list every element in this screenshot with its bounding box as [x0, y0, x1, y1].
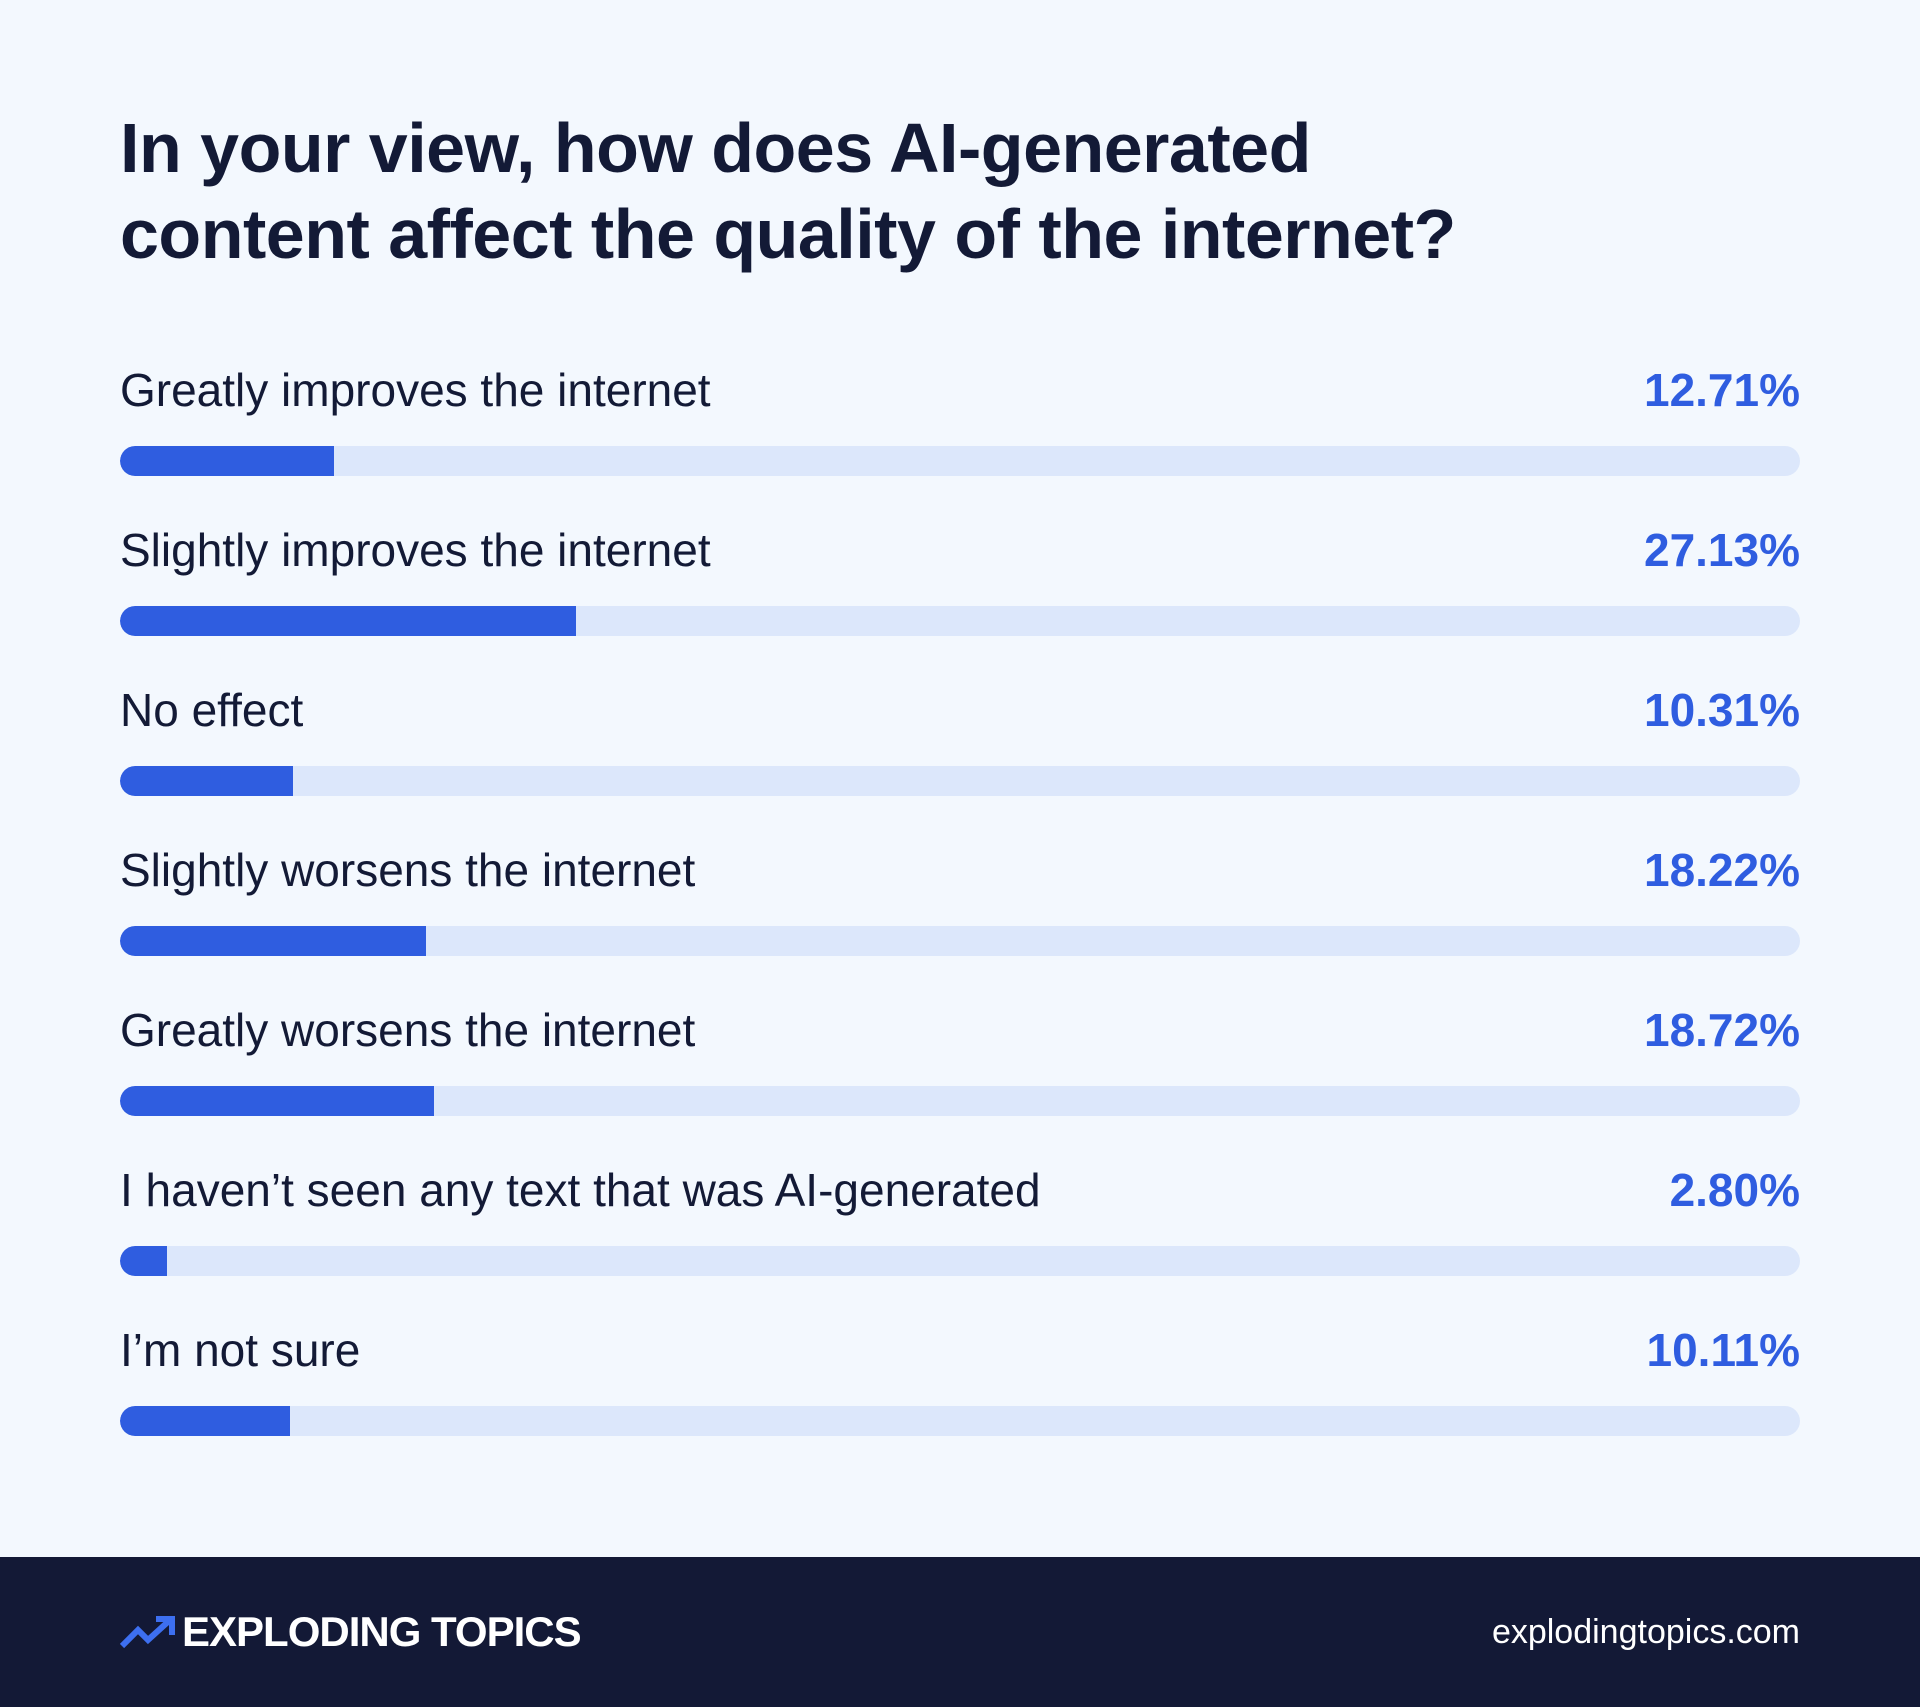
bar — [120, 1406, 290, 1436]
bar-label: I’m not sure — [120, 1324, 361, 1376]
bar-list: Greatly improves the internet 12.71% Sligh… — [120, 360, 1800, 1480]
bar-value-label: 2.80% — [1669, 1164, 1800, 1216]
chart-title-line-2: content affect the quality of the intern… — [120, 195, 1456, 273]
bar-label: I haven’t seen any text that was AI-gene… — [120, 1164, 1041, 1216]
bar-track — [120, 926, 1800, 956]
bar-track — [120, 1086, 1800, 1116]
bar-row: Greatly worsens the internet 18.72% — [120, 1000, 1800, 1160]
bar-value-label: 27.13% — [1643, 524, 1800, 576]
bar-track — [120, 766, 1800, 796]
bar-label: Greatly improves the internet — [120, 364, 711, 416]
bar-row: Greatly improves the internet 12.71% — [120, 360, 1800, 520]
bar-value-label: 18.72% — [1643, 1004, 1800, 1056]
bar-value-label: 10.11% — [1646, 1324, 1800, 1376]
bar — [120, 926, 427, 956]
bar — [120, 446, 334, 476]
bar-row: I haven’t seen any text that was AI-gene… — [120, 1160, 1800, 1320]
bar — [120, 606, 576, 636]
bar-label: Greatly worsens the internet — [120, 1004, 696, 1056]
site-url[interactable]: explodingtopics.com — [1491, 1613, 1800, 1651]
bar — [120, 1086, 435, 1116]
footer: EXPLODING TOPICS explodingtopics.com — [0, 1557, 1920, 1707]
bar-track — [120, 446, 1800, 476]
brand-logo: EXPLODING TOPICS — [120, 1607, 582, 1657]
bar-row: Slightly improves the internet 27.13% — [120, 520, 1800, 680]
bar-value-label: 10.31% — [1643, 684, 1800, 736]
bar-label: No effect — [120, 684, 304, 736]
bar-row: No effect 10.31% — [120, 680, 1800, 840]
chart-title-line-1: In your view, how does AI-generated — [120, 109, 1311, 187]
bar-track — [120, 1246, 1800, 1276]
brand-name: EXPLODING TOPICS — [182, 1608, 582, 1655]
bar-value-label: 18.22% — [1643, 844, 1800, 896]
bar-label: Slightly improves the internet — [120, 524, 711, 576]
bar — [120, 1246, 168, 1276]
bar-label: Slightly worsens the internet — [120, 844, 696, 896]
chart-title: In your view, how does AI-generated cont… — [120, 105, 1800, 277]
bar-row: Slightly worsens the internet 18.22% — [120, 840, 1800, 1000]
bar — [120, 766, 294, 796]
bar-track — [120, 1406, 1800, 1436]
bar-row: I’m not sure 10.11% — [120, 1320, 1800, 1480]
bar-track — [120, 606, 1800, 636]
chart-container: In your view, how does AI-generated cont… — [120, 105, 1800, 1436]
bar-value-label: 12.71% — [1643, 364, 1800, 416]
trend-arrow-icon — [120, 1616, 175, 1649]
